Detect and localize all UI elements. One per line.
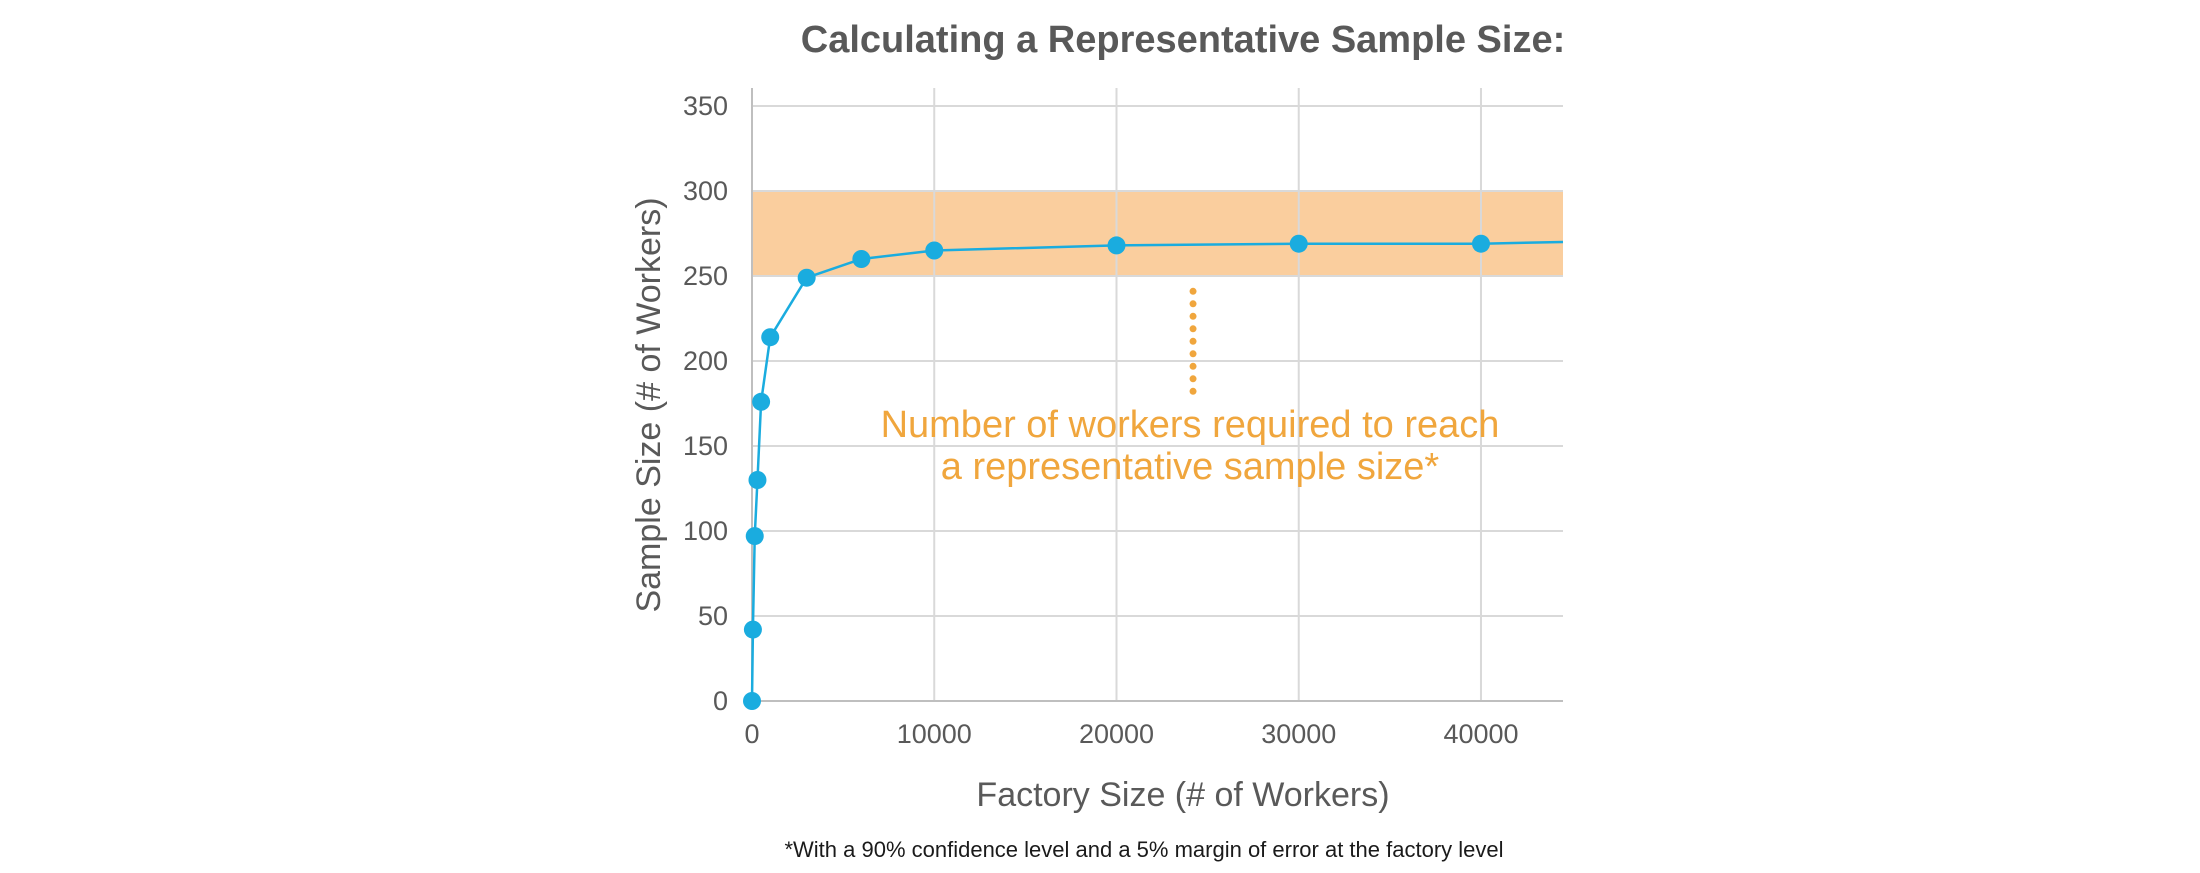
x-tick-label: 30000 [1261,719,1336,749]
annotation-leader-dot [1189,362,1197,370]
y-tick-label: 0 [713,686,728,716]
data-point [748,471,767,489]
x-tick-label: 40000 [1443,719,1518,749]
x-tick-label: 10000 [897,719,972,749]
y-tick-label: 150 [683,431,728,461]
annotation-leader-dot [1189,337,1197,345]
annotation-leader-dot [1189,350,1197,358]
footnote: *With a 90% confidence level and a 5% ma… [784,837,1503,862]
data-point [925,241,944,260]
data-point [743,620,762,639]
y-tick-label: 250 [683,261,728,291]
annotation-leader-dot [1189,312,1197,320]
data-point [852,250,871,268]
annotation-line: a representative sample size* [941,446,1440,488]
data-point [1289,234,1308,253]
data-point [1107,236,1126,255]
y-tick-label: 100 [683,516,728,546]
y-tick-label: 350 [683,91,728,121]
annotation-leader-dot [1189,325,1197,333]
x-axis-title: Factory Size (# of Workers) [976,776,1389,814]
x-tick-label: 0 [744,719,759,749]
y-tick-label: 50 [698,601,728,631]
data-point [761,328,780,347]
data-point [797,268,816,287]
y-tick-label: 200 [683,346,728,376]
y-axis-title: Sample Size (# of Workers) [630,197,668,612]
annotation-text: Number of workers required to reach a rep… [881,404,1500,488]
annotation-line: Number of workers required to reach [881,404,1500,446]
chart-title: Calculating a Representative Sample Size… [801,19,1566,61]
annotation-leader-dot [1189,387,1197,395]
annotation-leader-dot [1189,300,1197,308]
data-point [743,692,761,710]
data-point [752,392,771,411]
y-tick-label: 300 [683,176,728,206]
data-point [1471,234,1490,253]
x-tick-label: 20000 [1079,719,1154,749]
annotation-leader-dot [1189,287,1197,295]
data-point [745,527,764,546]
annotation-leader-dot [1189,375,1197,383]
representative-band [752,191,1563,276]
